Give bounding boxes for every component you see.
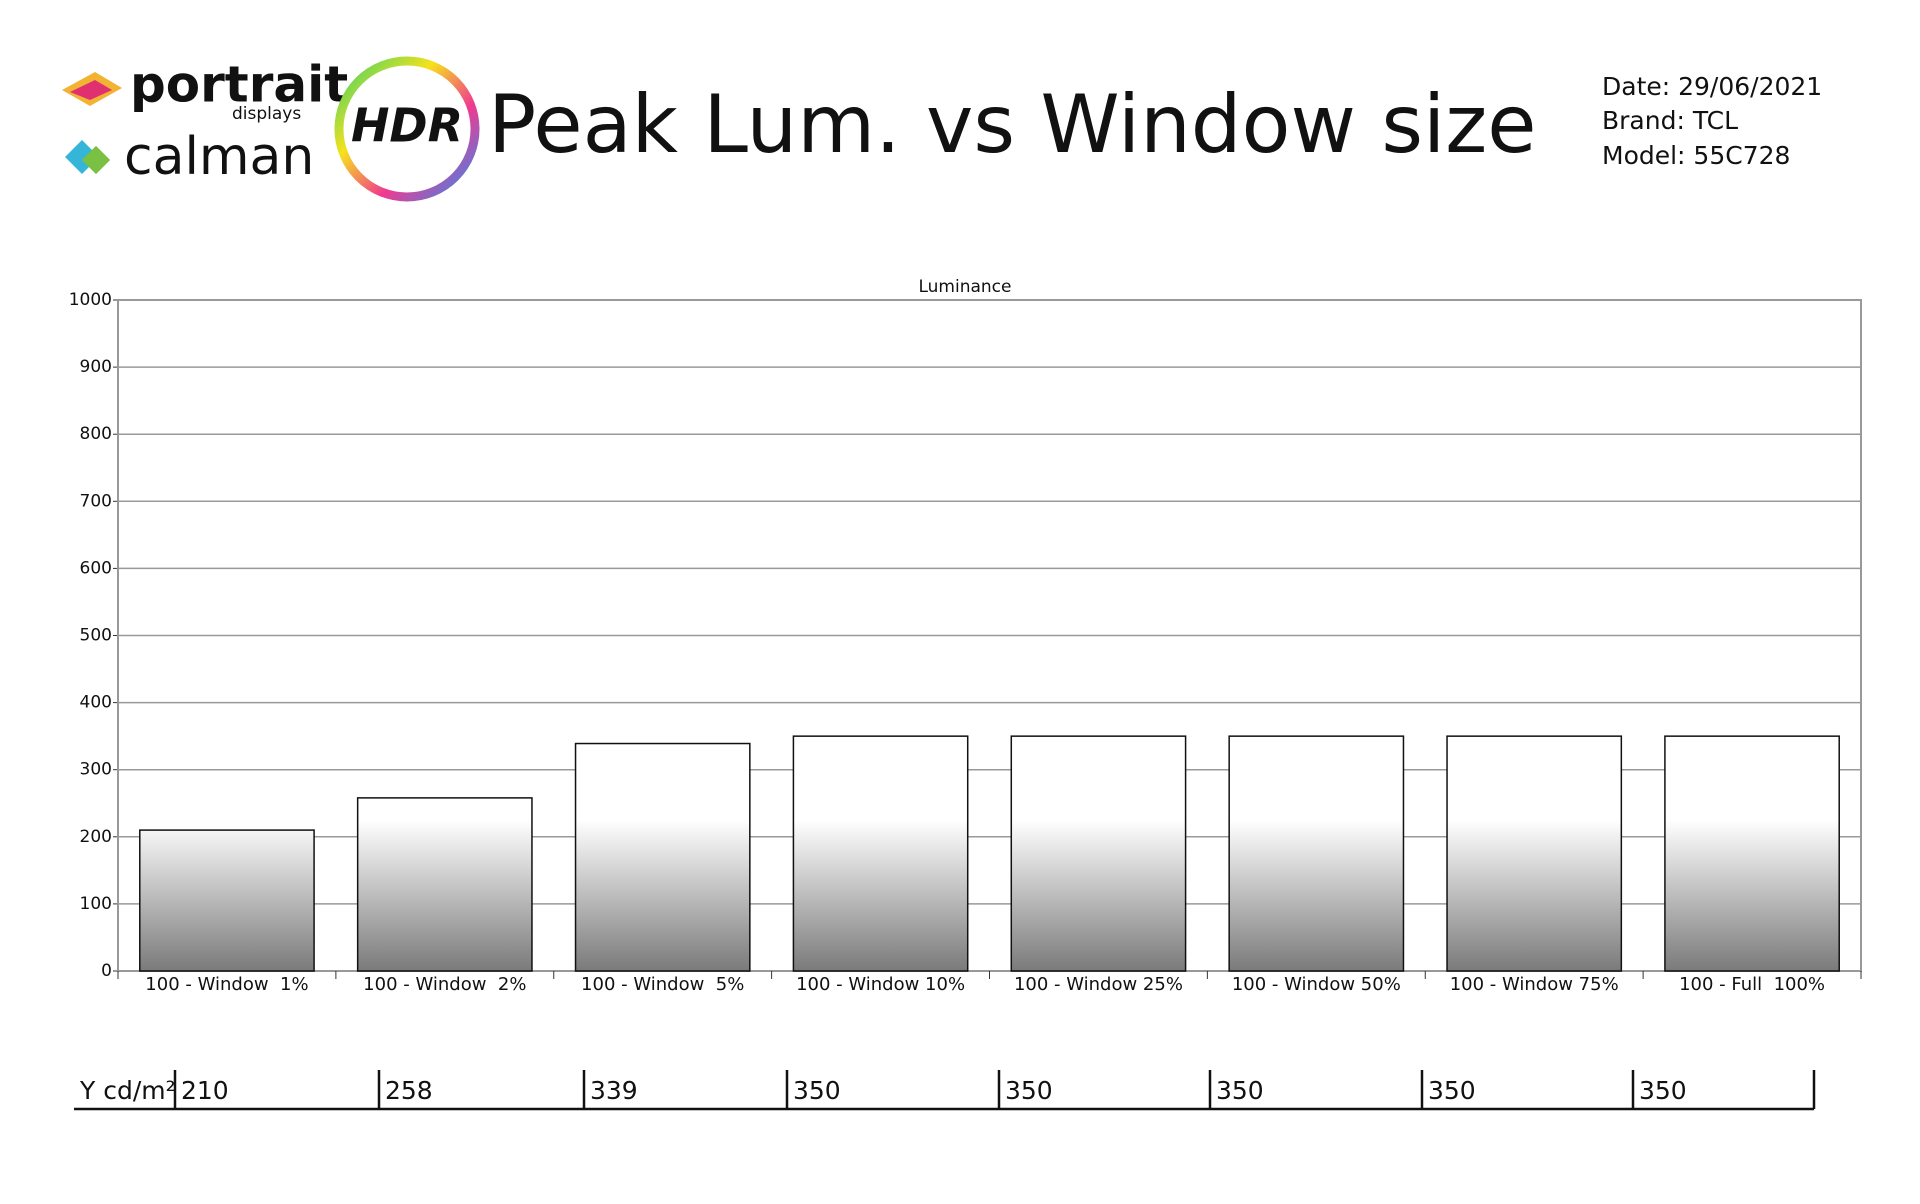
bar [1664, 735, 1840, 972]
table-value: 350 [793, 1076, 841, 1105]
bar [1010, 735, 1187, 972]
y-tick-label: 200 [80, 827, 112, 847]
logo-mark [70, 80, 112, 100]
x-tick-label: 100 - Window 2% [363, 974, 526, 995]
x-tick-label: 100 - Window 50% [1232, 974, 1401, 995]
table-value: 350 [1428, 1076, 1476, 1105]
bar [792, 735, 969, 972]
x-tick-label: 100 - Window 75% [1450, 974, 1619, 995]
bar [574, 742, 751, 972]
bar [356, 797, 533, 972]
table-value: 350 [1639, 1076, 1687, 1105]
info-line: Date: 29/06/2021 [1602, 72, 1822, 101]
y-tick-label: 700 [80, 491, 112, 511]
page-title: Peak Lum. vs Window size [488, 78, 1536, 171]
y-tick-label: 600 [80, 558, 112, 578]
bar [1228, 735, 1405, 972]
x-tick-label: 100 - Window 10% [796, 974, 965, 995]
logo-text: calman [124, 127, 314, 187]
table-value: 210 [181, 1076, 229, 1105]
info-line: Brand: TCL [1602, 106, 1738, 135]
x-tick-label: 100 - Full 100% [1679, 974, 1825, 995]
table-value: 339 [590, 1076, 638, 1105]
table-value: 258 [385, 1076, 433, 1105]
y-tick-label: 1000 [69, 290, 112, 310]
x-tick-label: 100 - Window 1% [145, 974, 308, 995]
y-tick-label: 500 [80, 626, 112, 646]
badge-ring [334, 56, 480, 202]
badge-text: HDR [351, 99, 463, 153]
table-label: Y cd/m² [79, 1076, 176, 1105]
x-tick-label: 100 - Window 5% [581, 974, 744, 995]
y-tick-label: 400 [80, 693, 112, 713]
bar [1446, 735, 1623, 972]
table-value: 350 [1005, 1076, 1053, 1105]
x-tick-label: 100 - Window 25% [1014, 974, 1183, 995]
chart-title: Luminance [918, 277, 1011, 297]
info-line: Model: 55C728 [1602, 141, 1790, 170]
logo: portrait displays calman HDR [62, 56, 480, 202]
logo-text: displays [232, 104, 301, 124]
y-tick-label: 800 [80, 424, 112, 444]
logo-text: portrait [130, 56, 348, 114]
y-tick-label: 900 [80, 357, 112, 377]
table-value: 350 [1216, 1076, 1264, 1105]
y-tick-label: 0 [101, 961, 112, 981]
y-tick-label: 300 [80, 760, 112, 780]
bar [139, 829, 315, 972]
y-tick-label: 100 [80, 894, 112, 914]
